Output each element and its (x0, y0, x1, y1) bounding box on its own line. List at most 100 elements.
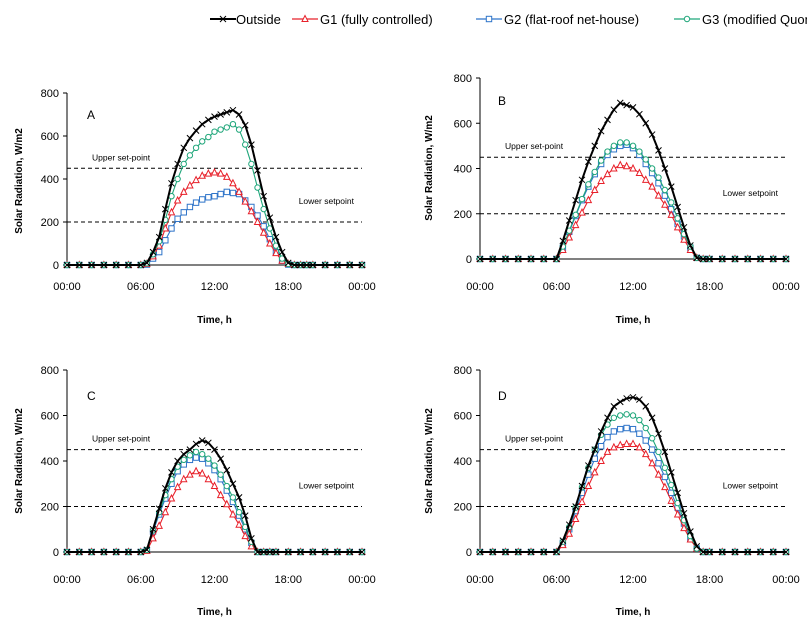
y-tick-label: 0 (466, 254, 472, 266)
y-tick-label: 200 (41, 217, 59, 229)
legend-label-3: G2 (flat-roof net-house) (504, 12, 639, 27)
data-point (605, 171, 611, 177)
y-axis-title: Solar Radiation, W/m2 (424, 408, 435, 514)
data-point (611, 429, 616, 434)
x-tick-label: 12:00 (201, 574, 229, 586)
data-point (630, 413, 635, 418)
x-tick-label: 06:00 (543, 574, 571, 586)
upper-setpoint-label: Upper set-point (505, 141, 564, 151)
data-point (255, 185, 260, 190)
data-point (200, 197, 205, 202)
y-tick-label: 400 (41, 456, 59, 468)
data-point (643, 157, 648, 162)
data-point (181, 457, 186, 462)
y-tick-label: 400 (454, 164, 472, 176)
x-tick-label: 00:00 (348, 574, 376, 586)
y-axis-title: Solar Radiation, W/m2 (424, 115, 435, 221)
panel-B: 020040060080000:00 06:00 12:00 18:00 00:00So… (424, 73, 800, 326)
data-point (212, 129, 217, 134)
data-point (656, 471, 662, 477)
data-point (618, 413, 623, 418)
data-point (637, 417, 642, 422)
data-point (585, 483, 591, 489)
data-point (643, 403, 649, 409)
y-tick-label: 600 (41, 131, 59, 143)
x-tick-label: 12:00 (619, 574, 647, 586)
data-point (637, 431, 642, 436)
data-point (168, 209, 174, 215)
data-point (236, 127, 241, 132)
panel-letter: B (498, 94, 506, 108)
data-point (193, 468, 199, 474)
data-point (669, 482, 674, 487)
y-tick-label: 800 (454, 73, 472, 85)
series-line (480, 165, 786, 259)
upper-setpoint-label: Upper set-point (92, 434, 151, 444)
x-tick-label: 18:00 (274, 281, 302, 293)
data-point (656, 461, 661, 466)
data-point (662, 465, 667, 470)
data-point (261, 206, 266, 211)
data-point (230, 495, 235, 500)
series-line (480, 145, 786, 259)
x-tick-label: 18:00 (274, 574, 302, 586)
x-tick-label: 06:00 (127, 574, 155, 586)
series-line (480, 103, 786, 259)
data-point (162, 509, 168, 515)
data-point (624, 412, 629, 417)
panel-letter: A (87, 108, 95, 122)
data-point (598, 158, 603, 163)
data-point (181, 451, 187, 457)
data-point (156, 249, 161, 254)
data-point (163, 238, 168, 243)
x-tick-label: 00:00 (772, 281, 800, 293)
data-point (175, 176, 180, 181)
data-point (592, 469, 598, 475)
y-tick-label: 800 (454, 365, 472, 377)
data-point (236, 509, 241, 514)
y-tick-label: 0 (53, 260, 59, 272)
data-point (218, 472, 223, 477)
y-tick-label: 600 (454, 411, 472, 423)
data-point (193, 200, 198, 205)
series-2 (64, 169, 365, 267)
x-tick-label: 12:00 (619, 281, 647, 293)
lower-setpoint-label: Lower setpoint (299, 481, 355, 491)
x-tick-label: 06:00 (127, 281, 155, 293)
data-point (193, 128, 199, 134)
data-point (230, 190, 235, 195)
data-point (636, 444, 642, 450)
y-tick-label: 200 (454, 502, 472, 514)
data-point (200, 139, 205, 144)
x-tick-label: 00:00 (348, 281, 376, 293)
data-point (630, 426, 635, 431)
x-axis-title: Time, h (616, 607, 651, 618)
x-tick-label: 18:00 (696, 574, 724, 586)
data-point (224, 125, 229, 130)
x-axis-title: Time, h (197, 315, 232, 326)
data-point (187, 471, 193, 477)
data-point (611, 107, 617, 113)
series-line (67, 173, 362, 265)
panel-letter: D (498, 389, 507, 403)
data-point (249, 161, 254, 166)
data-point (643, 120, 649, 126)
data-point (218, 191, 223, 196)
data-point (675, 216, 680, 221)
data-point (662, 187, 667, 192)
series-line (480, 142, 786, 259)
series-3 (64, 455, 364, 555)
data-point (636, 111, 642, 117)
y-tick-label: 200 (454, 209, 472, 221)
panel-C: 0 200 400 600 800 00:00 06:00 12:00 18:00 00:00 So… (14, 365, 376, 618)
data-point (187, 204, 192, 209)
x-tick-label: 00:00 (466, 574, 494, 586)
y-axis-title: Solar Radiation, W/m2 (14, 408, 25, 514)
upper-setpoint-label: Upper set-point (92, 152, 151, 162)
data-point (624, 425, 629, 430)
data-point (199, 121, 205, 127)
series-line (480, 397, 786, 552)
lower-setpoint-label: Lower setpoint (723, 188, 779, 198)
data-point (187, 453, 192, 458)
data-point (598, 444, 603, 449)
